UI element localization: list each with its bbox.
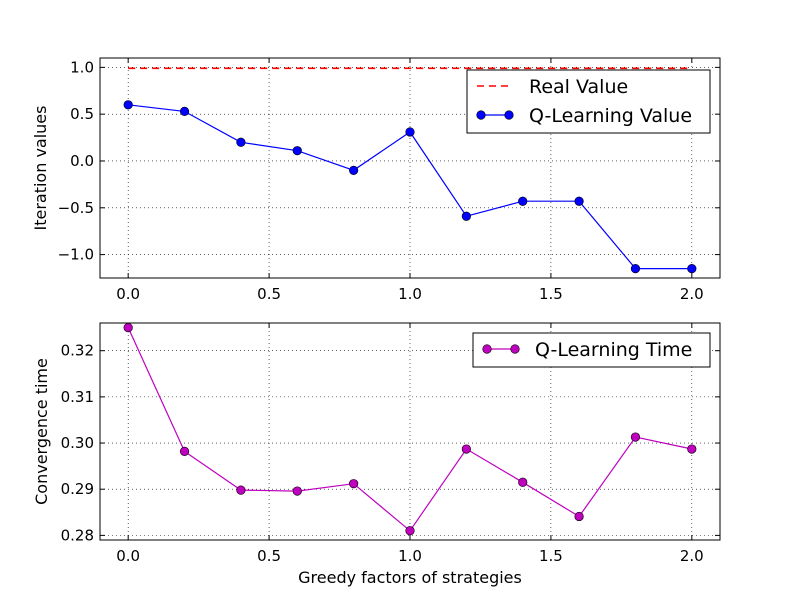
data-point (179, 446, 190, 456)
data-point (518, 196, 528, 206)
legend-marker (476, 110, 486, 120)
y-tick-label: 0.5 (70, 105, 94, 123)
axes-frame (99, 57, 721, 279)
legend-marker (482, 344, 492, 354)
time-chart: 0.0 0.5 1.0 1.5 2.0 0.32 0.31 0.30 0.29 0.28 Conve… (32, 322, 721, 587)
data-point (461, 444, 471, 454)
y-tick-label: 0.29 (61, 480, 94, 498)
data-point (179, 106, 190, 116)
data-point (518, 477, 528, 487)
x-tick-label: 2.0 (680, 285, 704, 303)
y-tick-label: 0.32 (61, 342, 94, 360)
x-tick-label: 1.0 (398, 547, 422, 565)
y-tick-label: −0.5 (58, 199, 94, 217)
x-tick-label: 1.5 (539, 547, 563, 565)
y-tick-label: −1.0 (58, 246, 94, 264)
x-tick-label: 0.0 (116, 285, 140, 303)
x-tick-label: 0.5 (257, 285, 281, 303)
x-axis-label: Greedy factors of strategies (298, 568, 522, 587)
x-tick-label: 0.0 (116, 547, 140, 565)
legend-label: Real Value (529, 76, 628, 98)
data-point (292, 486, 302, 496)
data-point (405, 127, 415, 137)
y-tick-label: 0.31 (61, 388, 94, 406)
legend-label: Q-Learning Value (529, 105, 692, 127)
legend-label: Q-Learning Time (535, 339, 692, 361)
legend-marker (510, 344, 520, 354)
data-point (630, 432, 641, 442)
legend-box (466, 69, 711, 134)
data-point (123, 100, 133, 110)
y-axis-label: Convergence time (32, 358, 51, 505)
x-tick-label: 2.0 (680, 547, 704, 565)
data-point (461, 211, 471, 221)
data-point (236, 137, 246, 147)
data-point (123, 323, 133, 333)
data-point (349, 479, 359, 489)
data-point (630, 264, 641, 274)
data-point (292, 146, 302, 156)
x-tick-label: 0.5 (257, 547, 281, 565)
data-point (574, 196, 584, 206)
x-tick-label: 1.5 (539, 285, 563, 303)
data-point (687, 444, 697, 454)
data-point (236, 485, 246, 495)
value-chart: 0.0 0.5 1.0 1.5 2.0 1.0 0.5 0.0 −0.5 −1.0 Iteratio… (31, 57, 721, 303)
y-tick-label: 1.0 (70, 58, 94, 76)
y-tick-label: 0.30 (61, 434, 94, 452)
y-axis-label: Iteration values (31, 106, 50, 231)
axes-frame (99, 322, 721, 541)
y-tick-label: 0.0 (70, 152, 94, 170)
data-point (687, 264, 697, 274)
y-tick-label: 0.28 (61, 526, 94, 544)
x-tick-label: 1.0 (398, 285, 422, 303)
legend-marker (504, 110, 514, 120)
data-point (574, 511, 584, 522)
data-point (405, 526, 415, 536)
data-point (349, 165, 359, 175)
